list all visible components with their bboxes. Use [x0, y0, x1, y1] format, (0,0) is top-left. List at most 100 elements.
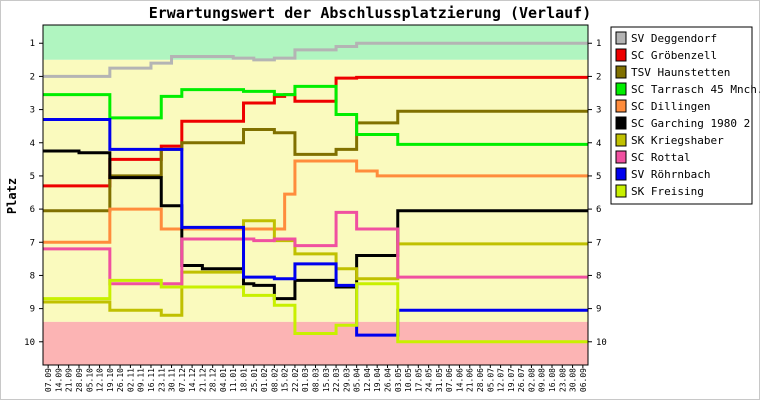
x-tick-label-35: 10.05 — [404, 368, 413, 392]
legend-box — [610, 26, 753, 205]
x-tick-label-19: 18.01 — [240, 368, 249, 392]
y-tick-label-right-5: 6 — [596, 205, 601, 215]
y-tick-label-right-7: 8 — [596, 271, 601, 281]
series-line-9 — [43, 278, 588, 344]
legend-swatch-8 — [615, 167, 627, 181]
x-tick-label-25: 01.03 — [301, 368, 310, 392]
legend-label-0: SV Deggendorf — [631, 32, 717, 45]
x-tick-label-42: 28.06 — [476, 368, 485, 392]
x-tick-label-2: 21.09 — [65, 368, 74, 392]
x-tick-label-37: 24.05 — [425, 368, 434, 392]
series-line-5 — [43, 149, 588, 301]
x-tick-label-40: 14.06 — [455, 368, 464, 392]
x-tick-label-43: 05.07 — [486, 368, 495, 392]
x-tick-label-29: 29.03 — [342, 368, 351, 392]
series-line-1 — [43, 75, 588, 188]
x-tick-label-9: 09.11 — [137, 368, 146, 392]
x-tick-label-32: 19.04 — [373, 368, 382, 392]
x-tick-label-24: 22.02 — [291, 368, 300, 392]
x-tick-label-23: 15.02 — [281, 368, 290, 392]
x-tick-label-0: 07.09 — [44, 368, 53, 392]
x-tick-label-18: 11.01 — [229, 368, 238, 392]
y-tick-label-right-1: 2 — [596, 72, 601, 82]
legend-swatch-0 — [615, 31, 627, 45]
x-tick-label-5: 12.10 — [96, 368, 105, 392]
legend-swatch-2 — [615, 65, 627, 79]
y-tick-label-right-3: 4 — [596, 139, 601, 149]
x-tick-label-51: 30.08 — [569, 368, 578, 392]
legend-label-8: SV Röhrnbach — [631, 168, 710, 181]
legend: SV Deggendorf SC Gröbenzell TSV Haunstette… — [610, 26, 760, 205]
legend-label-6: SK Kriegshaber — [631, 134, 724, 147]
series-line-4 — [43, 159, 588, 244]
series-line-3 — [43, 84, 588, 146]
x-tick-label-6: 19.10 — [106, 368, 115, 392]
y-axis: 1 1 2 2 3 3 4 4 5 5 6 6 7 7 8 8 9 9 10 10 — [24, 39, 607, 348]
x-tick-label-21: 01.02 — [260, 368, 269, 392]
x-tick-label-33: 26.04 — [383, 368, 392, 392]
x-tick-label-26: 08.03 — [312, 368, 321, 392]
x-tick-label-3: 28.09 — [75, 368, 84, 392]
x-tick-label-14: 14.12 — [188, 368, 197, 392]
y-tick-label-left-6: 7 — [30, 238, 35, 248]
legend-swatch-3 — [615, 82, 627, 96]
series-line-6 — [43, 219, 588, 317]
x-tick-label-10: 16.11 — [147, 368, 156, 392]
legend-swatch-9 — [615, 184, 627, 198]
series-line-7 — [43, 210, 588, 286]
x-tick-label-36: 17.05 — [414, 368, 423, 392]
x-tick-label-22: 08.02 — [270, 368, 279, 392]
x-tick-label-49: 16.08 — [548, 368, 557, 392]
chart-title: Erwartungswert der Abschlussplatzierung … — [149, 4, 592, 22]
legend-swatch-7 — [615, 150, 627, 164]
y-tick-label-right-4: 5 — [596, 172, 601, 182]
band-2 — [43, 321, 588, 365]
x-tick-label-4: 05.10 — [85, 368, 94, 392]
legend-label-9: SK Freising — [631, 185, 704, 198]
legend-swatch-1 — [615, 48, 627, 62]
x-tick-label-34: 03.05 — [394, 368, 403, 392]
legend-swatch-6 — [615, 133, 627, 147]
series-lines — [43, 41, 588, 344]
legend-label-1: SC Gröbenzell — [631, 49, 717, 62]
y-tick-label-left-5: 6 — [30, 205, 35, 215]
series-line-0 — [43, 41, 588, 78]
y-tick-label-left-1: 2 — [30, 72, 35, 82]
x-tick-label-30: 05.04 — [353, 368, 362, 392]
y-tick-label-left-9: 10 — [24, 338, 35, 348]
x-tick-label-7: 26.10 — [116, 368, 125, 392]
x-tick-label-31: 12.04 — [363, 368, 372, 392]
x-tick-label-28: 22.03 — [332, 368, 341, 392]
y-tick-label-right-2: 3 — [596, 106, 601, 116]
y-tick-label-left-0: 1 — [30, 39, 35, 49]
y-tick-label-left-7: 8 — [30, 271, 35, 281]
legend-label-4: SC Dillingen — [631, 100, 710, 113]
x-tick-label-50: 23.08 — [558, 368, 567, 392]
x-axis: 07.09 14.09 21.09 28.09 05.10 12.10 19.10 26.10… — [44, 365, 588, 392]
x-tick-label-38: 31.05 — [435, 368, 444, 392]
series-line-8 — [43, 118, 588, 337]
y-tick-label-left-8: 9 — [30, 305, 35, 315]
y-tick-label-left-2: 3 — [30, 106, 35, 116]
y-axis-label: Platz — [5, 178, 19, 214]
x-tick-label-41: 21.06 — [466, 368, 475, 392]
series-line-2 — [43, 109, 588, 213]
legend-label-5: SC Garching 1980 2 — [631, 117, 750, 130]
x-tick-label-46: 26.07 — [517, 368, 526, 392]
x-tick-label-11: 23.11 — [157, 368, 166, 392]
y-tick-label-left-3: 4 — [30, 139, 35, 149]
legend-swatch-5 — [615, 116, 627, 130]
x-tick-label-8: 02.11 — [126, 368, 135, 392]
x-tick-label-27: 15.03 — [322, 368, 331, 392]
y-tick-label-right-9: 10 — [596, 338, 607, 348]
x-tick-label-15: 21.12 — [198, 368, 207, 392]
legend-label-3: SC Tarrasch 45 Mnch. — [631, 83, 760, 96]
y-tick-label-right-8: 9 — [596, 305, 601, 315]
x-tick-label-48: 09.08 — [538, 368, 547, 392]
x-tick-label-39: 07.06 — [445, 368, 454, 392]
legend-swatch-4 — [615, 99, 627, 113]
y-tick-label-right-6: 7 — [596, 238, 601, 248]
x-tick-label-13: 07.12 — [178, 368, 187, 392]
y-tick-label-left-4: 5 — [30, 172, 35, 182]
